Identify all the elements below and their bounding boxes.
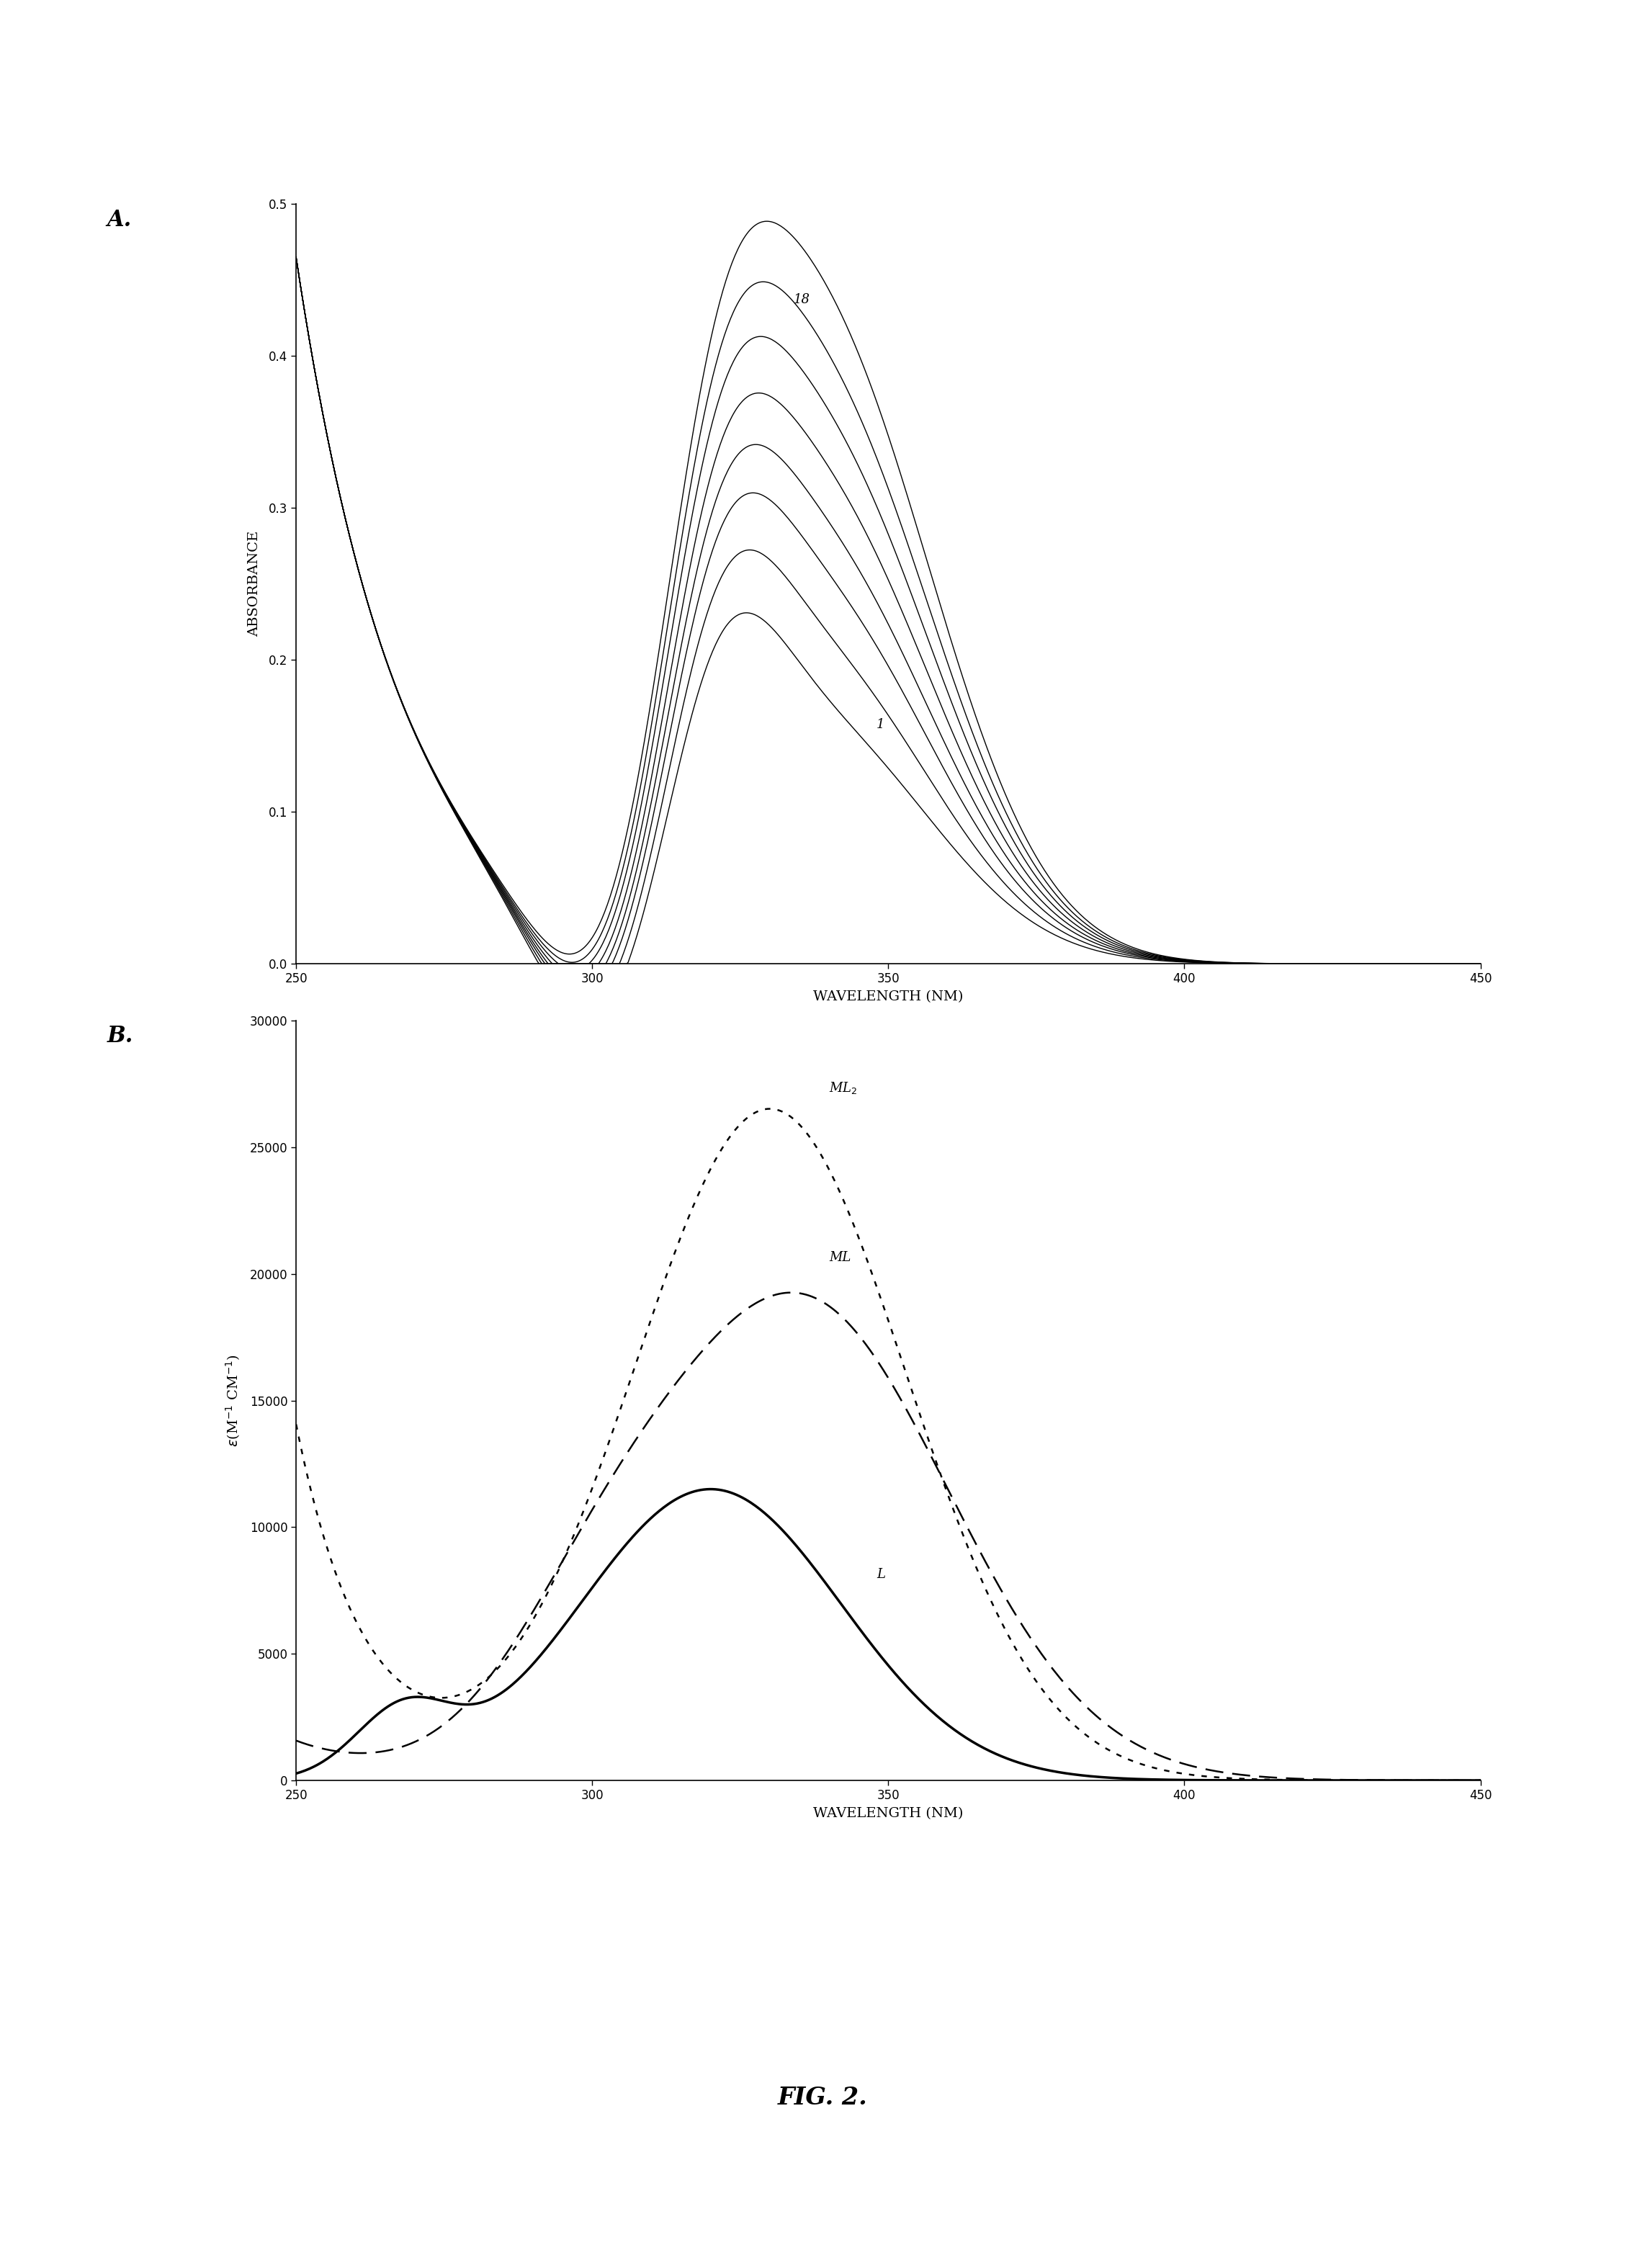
Text: A.: A. [107, 209, 132, 231]
Text: 1: 1 [877, 719, 885, 730]
Text: 18: 18 [793, 293, 809, 306]
X-axis label: WAVELENGTH (NM): WAVELENGTH (NM) [813, 1808, 964, 1819]
X-axis label: WAVELENGTH (NM): WAVELENGTH (NM) [813, 991, 964, 1002]
Y-axis label: $\varepsilon$(M$^{-1}$ CM$^{-1}$): $\varepsilon$(M$^{-1}$ CM$^{-1}$) [224, 1354, 242, 1447]
Text: B.: B. [107, 1025, 133, 1048]
Text: ML$_2$: ML$_2$ [829, 1080, 857, 1095]
Text: FIG. 2.: FIG. 2. [778, 2087, 867, 2109]
Text: ML: ML [829, 1252, 850, 1263]
Text: L: L [877, 1567, 885, 1581]
Y-axis label: ABSORBANCE: ABSORBANCE [248, 531, 260, 637]
